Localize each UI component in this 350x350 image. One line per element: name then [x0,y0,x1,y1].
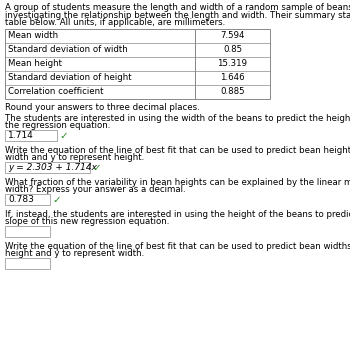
Text: Write the equation of the line of best fit that can be used to predict bean widt: Write the equation of the line of best f… [5,242,350,251]
Text: 1.646: 1.646 [220,73,245,82]
Text: Mean width: Mean width [8,31,58,40]
Text: 7.594: 7.594 [220,31,245,40]
Text: What fraction of the variability in bean heights can be explained by the linear : What fraction of the variability in bean… [5,178,350,187]
Text: 0.85: 0.85 [223,45,242,54]
Text: 0.783: 0.783 [8,195,34,204]
Bar [5,28,270,98]
Bar [5,194,50,205]
Text: Standard deviation of height: Standard deviation of height [8,73,132,82]
Text: 0.885: 0.885 [220,87,245,96]
Text: Round your answers to three decimal places.: Round your answers to three decimal plac… [5,104,200,112]
Text: Write the equation of the line of best fit that can be used to predict bean heig: Write the equation of the line of best f… [5,146,350,155]
Text: table below. All units, if applicable, are millimeters.: table below. All units, if applicable, a… [5,18,225,27]
Text: slope of this new regression equation.: slope of this new regression equation. [5,217,169,226]
Text: Mean height: Mean height [8,59,62,68]
Bar [5,226,50,237]
Text: height and y to represent width.: height and y to represent width. [5,250,144,259]
Text: 15.319: 15.319 [217,59,247,68]
Bar [5,130,57,141]
Text: investigating the relationship between the length and width. Their summary stati: investigating the relationship between t… [5,10,350,20]
Text: A group of students measure the length and width of a random sample of beans. Th: A group of students measure the length a… [5,3,350,12]
Text: 1.714: 1.714 [8,131,34,140]
Text: Correlation coefficient: Correlation coefficient [8,87,104,96]
Text: y = 2.303 + 1.714x: y = 2.303 + 1.714x [8,163,97,172]
Text: ✓: ✓ [52,195,61,204]
Bar [5,162,90,173]
Text: Standard deviation of width: Standard deviation of width [8,45,128,54]
Bar [5,258,50,269]
Text: ✓: ✓ [92,162,101,173]
Text: width and y to represent height.: width and y to represent height. [5,154,144,162]
Text: If, instead, the students are interested in using the height of the beans to pre: If, instead, the students are interested… [5,210,350,219]
Text: width? Express your answer as a decimal.: width? Express your answer as a decimal. [5,186,186,195]
Text: ✓: ✓ [59,131,68,140]
Text: The students are interested in using the width of the beans to predict the heigh: The students are interested in using the… [5,114,350,123]
Text: the regression equation.: the regression equation. [5,121,110,131]
